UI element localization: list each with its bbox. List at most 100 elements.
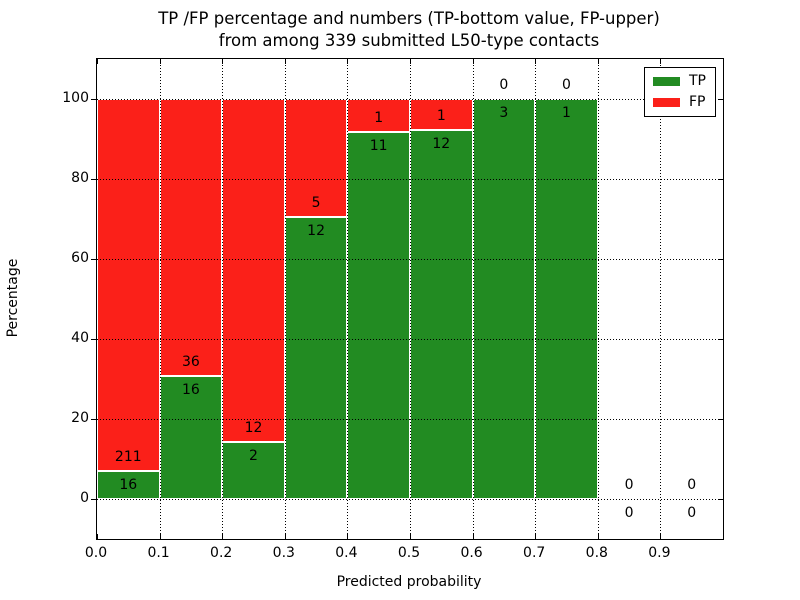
tick-mark-x-bottom — [410, 534, 411, 539]
bars-layer — [97, 59, 723, 539]
bar-value-fp: 0 — [687, 477, 697, 493]
y-tick-label: 40 — [71, 330, 89, 346]
tick-mark-x-top — [347, 59, 349, 64]
bar-value-fp: 0 — [562, 77, 571, 93]
y-tick-label: 20 — [71, 410, 89, 426]
plot-area: 211 16 36 16 12 2 5 12 1 11 1 12 0 3 0 1 0 0 0 0 TP FP — [91, 58, 724, 540]
tick-mark-x-bottom — [472, 534, 474, 539]
bar-value-tp: 12 — [432, 135, 451, 152]
bar-value-fp: 12 — [244, 419, 263, 436]
tick-mark-x-top — [410, 59, 411, 64]
tick-mark-y-right — [718, 179, 723, 180]
x-tick-label: 0.8 — [585, 545, 608, 561]
bar-value-fp: 36 — [181, 353, 200, 370]
gridline-horizontal — [97, 339, 723, 340]
tick-mark-y-left — [91, 99, 96, 100]
chart-title-line2: from among 339 submitted L50-type contac… — [218, 31, 600, 50]
bar-value-tp: 0 — [687, 505, 697, 521]
x-tick-label: 0.7 — [523, 545, 546, 561]
ticks-layer — [91, 59, 723, 539]
y-axis-label: Percentage — [5, 258, 21, 338]
y-tick-label: 60 — [71, 250, 89, 266]
bar-segment-fp — [222, 99, 285, 442]
tick-mark-y-left — [91, 419, 96, 420]
bar-value-tp: 12 — [307, 222, 326, 239]
tick-mark-x-top — [159, 59, 161, 64]
gridline-vertical — [472, 59, 474, 539]
bar-value-tp: 2 — [249, 447, 258, 464]
tick-mark-x-bottom — [347, 534, 349, 539]
bar-segment-tp — [97, 470, 160, 499]
bar-value-tp: 1 — [562, 105, 571, 121]
gridline-vertical — [222, 59, 224, 539]
tick-mark-x-top — [222, 59, 224, 64]
tick-mark-x-top — [97, 59, 98, 64]
tick-mark-y-left — [91, 179, 96, 180]
bar-value-tp: 11 — [369, 138, 388, 155]
gridline-vertical — [410, 59, 411, 539]
y-tick-label: 100 — [62, 90, 89, 106]
chart-title-line1: TP /FP percentage and numbers (TP-bottom… — [158, 9, 660, 28]
bar-values-layer: 211 16 36 16 12 2 5 12 1 11 1 12 0 3 0 1 0 0 0 0 — [97, 59, 723, 539]
bar-value-fp: 1 — [436, 107, 446, 124]
tick-mark-y-right — [718, 99, 723, 100]
grid-layer — [97, 59, 723, 539]
tick-mark-y-left — [91, 499, 96, 500]
x-tick-label: 0.2 — [210, 545, 233, 561]
bar-value-fp: 5 — [311, 194, 321, 211]
tick-mark-x-bottom — [222, 534, 224, 539]
tick-mark-y-left — [91, 339, 96, 340]
tick-mark-y-right — [718, 419, 723, 420]
gridline-horizontal — [97, 419, 723, 420]
tick-mark-x-bottom — [597, 534, 599, 539]
bar-segment-fp — [410, 99, 473, 130]
tick-mark-x-top — [597, 59, 599, 64]
x-tick-label: 0.1 — [147, 545, 170, 561]
bar-segment-tp — [535, 99, 598, 499]
legend-item-fp: FP — [653, 95, 706, 110]
x-tick-label: 0.5 — [397, 545, 421, 561]
gridline-horizontal — [97, 499, 723, 500]
bar-segment-fp — [159, 99, 223, 376]
bar-value-fp: 0 — [499, 77, 509, 93]
chart-title: TP /FP percentage and numbers (TP-bottom… — [96, 8, 722, 52]
bar-value-fp: 0 — [624, 477, 634, 493]
bar-segment-fp — [97, 99, 160, 471]
legend-label-tp: TP — [689, 73, 706, 89]
x-tick-label: 0.0 — [84, 545, 108, 561]
bar-value-tp: 16 — [181, 381, 200, 398]
x-tick-label: 0.4 — [335, 545, 358, 561]
gridline-vertical — [159, 59, 161, 539]
tp-color-swatch — [653, 77, 680, 86]
bar-value-tp: 0 — [624, 505, 634, 521]
gridline-vertical — [535, 59, 537, 539]
bar-value-fp: 211 — [114, 448, 142, 465]
tick-mark-x-bottom — [97, 534, 98, 539]
gridline-vertical — [660, 59, 662, 539]
gridline-vertical — [597, 59, 599, 539]
gridline-horizontal — [97, 99, 723, 100]
gridline-horizontal — [97, 259, 723, 260]
gridline-vertical — [284, 59, 286, 539]
y-tick-label: 0 — [80, 490, 89, 506]
tick-mark-x-top — [284, 59, 286, 64]
tick-mark-x-bottom — [284, 534, 286, 539]
tick-mark-x-bottom — [535, 534, 537, 539]
legend: TP FP — [644, 67, 716, 117]
tick-mark-y-left — [91, 259, 96, 260]
tick-mark-y-right — [718, 499, 723, 500]
x-tick-label: 0.9 — [648, 545, 671, 561]
tick-mark-x-top — [660, 59, 662, 64]
bar-value-fp: 1 — [374, 110, 384, 127]
tick-mark-x-bottom — [159, 534, 161, 539]
tick-mark-y-right — [718, 339, 723, 340]
legend-label-fp: FP — [689, 94, 706, 110]
x-tick-label: 0.3 — [272, 545, 295, 561]
y-tick-label: 80 — [71, 170, 89, 186]
tick-mark-y-right — [718, 259, 723, 260]
tick-mark-x-top — [472, 59, 474, 64]
tick-mark-x-top — [535, 59, 537, 64]
tick-mark-x-bottom — [660, 534, 662, 539]
fp-color-swatch — [653, 98, 680, 107]
